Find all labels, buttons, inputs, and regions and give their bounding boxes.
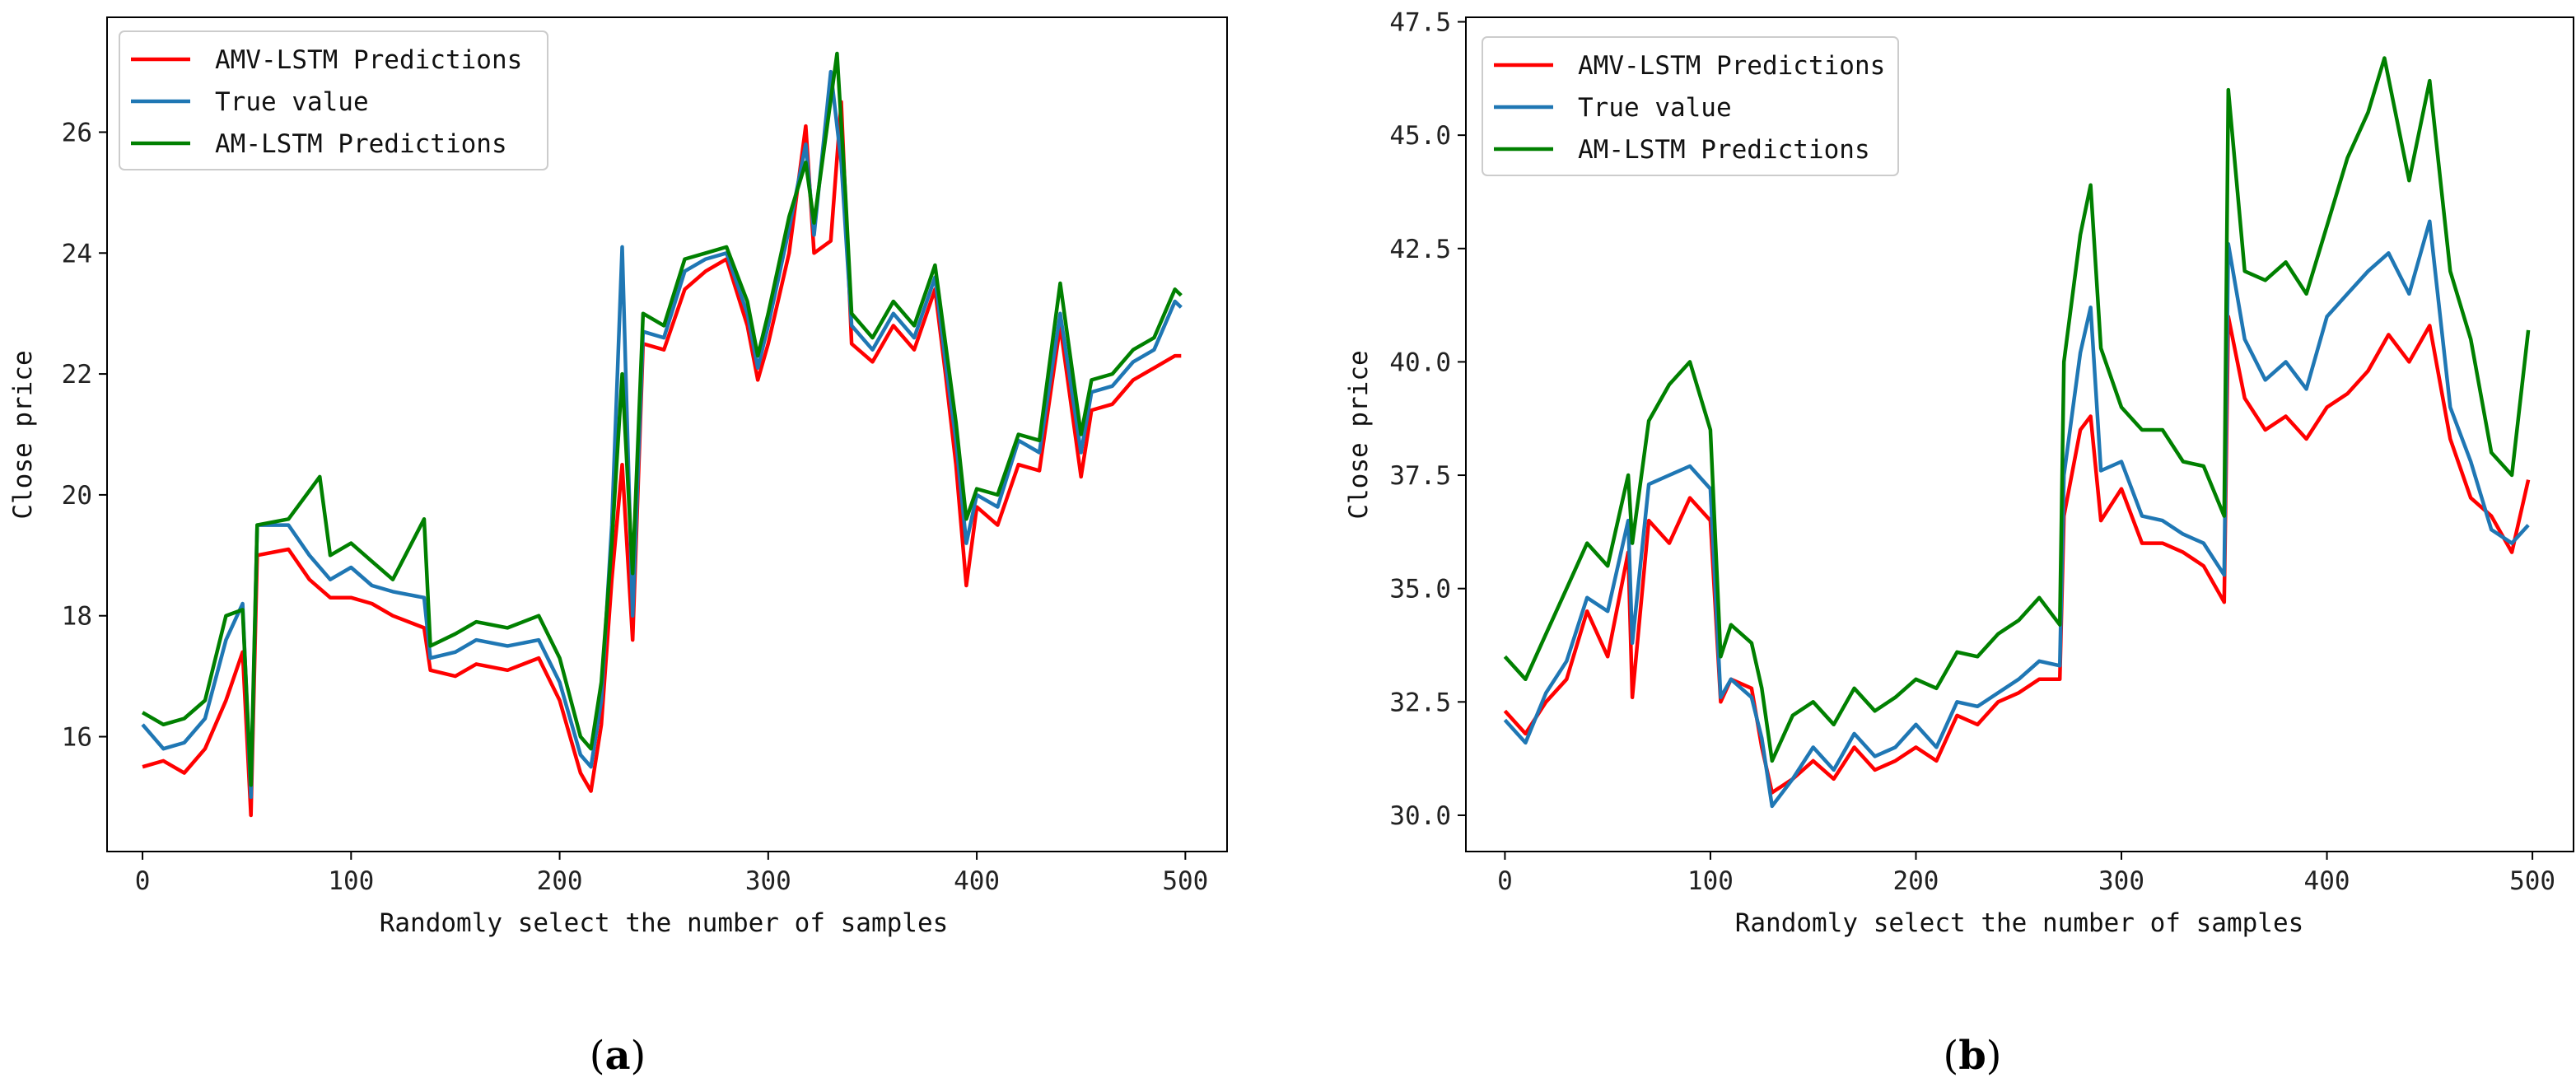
- y-tick-label: 30.0: [1389, 801, 1451, 831]
- x-tick-label: 300: [745, 866, 791, 896]
- series-line-true-a: [141, 69, 1183, 800]
- legend-label-amv: AMV-LSTM Predictions: [1578, 51, 1885, 81]
- series-line-amv-b: [1503, 315, 2531, 795]
- y-tick-label: 32.5: [1389, 688, 1451, 717]
- legend-label-am: AM-LSTM Predictions: [215, 129, 507, 159]
- series-line-amv-a: [142, 100, 1182, 818]
- legend-label-am: AM-LSTM Predictions: [1578, 135, 1870, 165]
- y-tick-label: 45.0: [1389, 121, 1451, 151]
- legend-label-amv: AMV-LSTM Predictions: [215, 45, 522, 75]
- x-tick-label: 500: [1162, 866, 1208, 896]
- y-tick-label: 47.5: [1389, 8, 1451, 38]
- xlabel-b: Randomly select the number of samples: [1735, 908, 2304, 938]
- x-tick-label: 0: [1497, 866, 1513, 896]
- legend-box: [119, 30, 548, 170]
- xlabel-a: Randomly select the number of samples: [380, 908, 949, 938]
- legend-a: AMV-LSTM Predictions True value AM-LSTM Pr…: [119, 30, 548, 170]
- y-tick-label: 42.5: [1389, 235, 1451, 264]
- ylabel-b: Close price: [1344, 350, 1374, 519]
- y-tick-label: 18: [62, 602, 92, 632]
- x-tick-label: 100: [1687, 866, 1734, 896]
- panel-label-a: (a): [590, 1033, 646, 1079]
- series-line-true-b: [1503, 219, 2530, 809]
- y-tick-label: 37.5: [1389, 461, 1451, 491]
- panel-label-b: (b): [1943, 1033, 2001, 1079]
- ylabel-a: Close price: [8, 350, 38, 519]
- chart-a: 0 100 200 300 400 500 16 18 20 22 24 26 Randomly se…: [8, 16, 1228, 1079]
- legend-label-true: True value: [215, 87, 369, 117]
- x-tick-label: 400: [2304, 866, 2350, 896]
- x-tick-label: 400: [954, 866, 1000, 896]
- x-tick-label: 100: [328, 866, 374, 896]
- legend-label-true: True value: [1578, 93, 1732, 123]
- x-tick-label: 300: [2098, 866, 2144, 896]
- y-tick-label: 35.0: [1389, 575, 1451, 604]
- chart-b: 0 100 200 300 400 500 30.0 32.5 35.0 37.5 40.0 42.5…: [1344, 8, 2574, 1079]
- x-tick-label: 200: [537, 866, 583, 896]
- x-tick-label: 200: [1892, 866, 1939, 896]
- series-line-am-a: [141, 51, 1183, 787]
- legend-b: AMV-LSTM Predictions True value AM-LSTM Pr…: [1482, 36, 1899, 176]
- y-tick-label: 22: [62, 360, 92, 390]
- y-tick-label: 16: [62, 723, 92, 753]
- y-tick-label: 40.0: [1389, 348, 1451, 377]
- y-tick-label: 26: [62, 118, 92, 147]
- x-tick-label: 0: [135, 866, 151, 896]
- legend-box: [1482, 36, 1899, 176]
- series-line-am-b: [1503, 56, 2531, 763]
- y-tick-label: 24: [62, 239, 92, 268]
- y-tick-label: 20: [62, 481, 92, 511]
- x-tick-label: 500: [2509, 866, 2555, 896]
